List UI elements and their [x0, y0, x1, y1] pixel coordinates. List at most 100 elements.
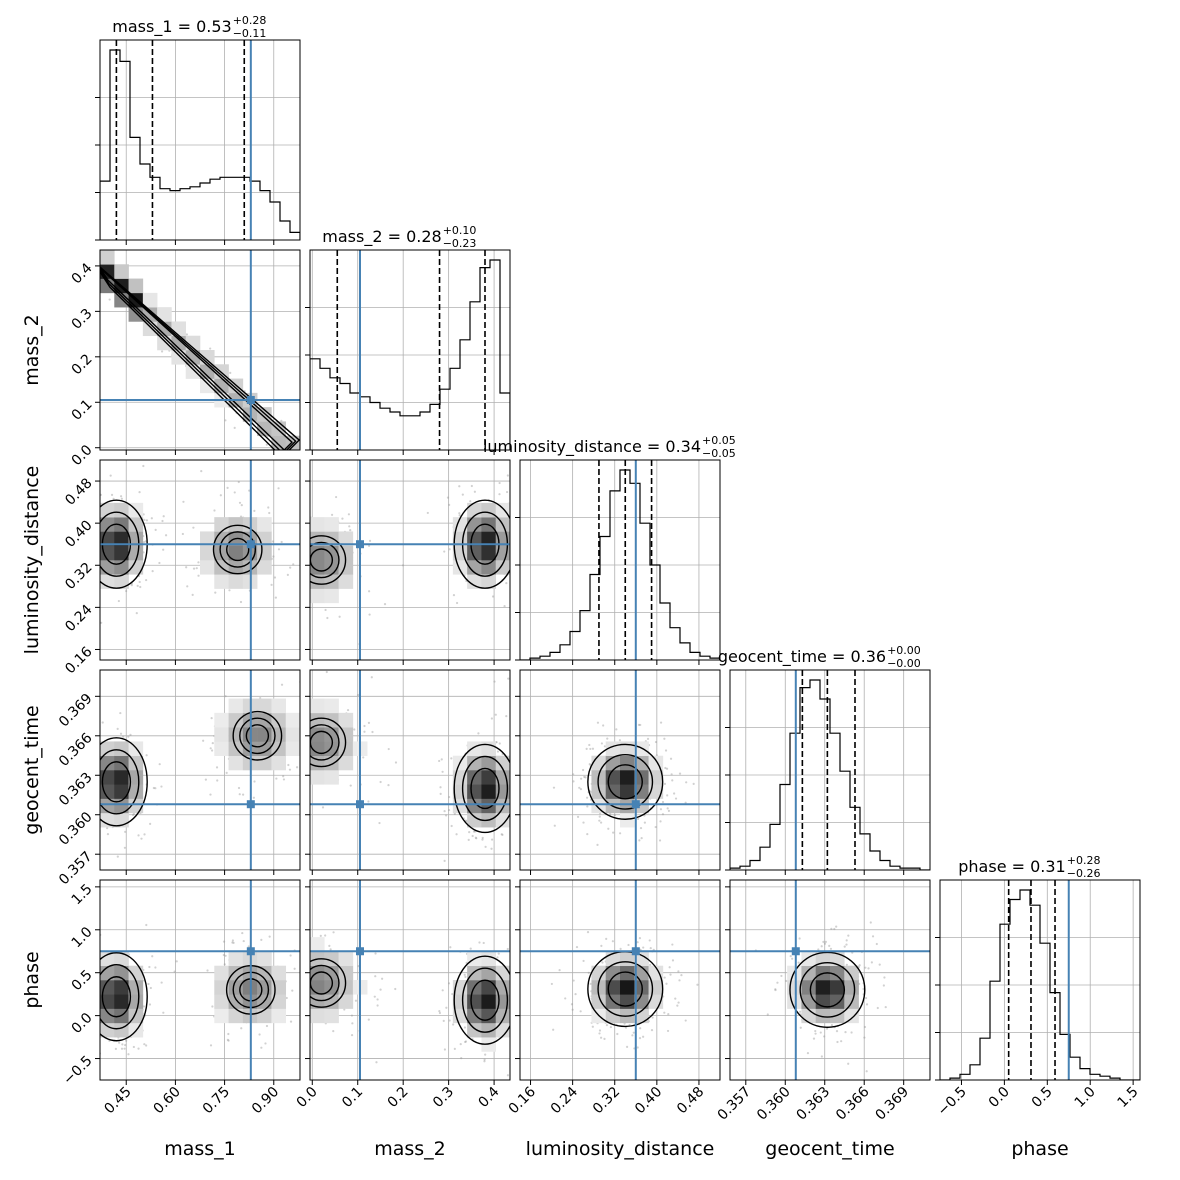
pair-panel-luminosity_distance-vs-mass_1: 0.16 0.24 0.32 0.40 0.48 [62, 459, 301, 677]
sample-point [119, 711, 122, 715]
x-axis-label-geocent_time: geocent_time [765, 1138, 894, 1160]
sample-point [582, 959, 585, 963]
sample-point [513, 1021, 515, 1023]
histogram-geocent_time [730, 679, 930, 870]
y-axis-label-luminosity_distance: luminosity_distance [21, 466, 43, 655]
panel-content [90, 670, 300, 870]
density-cell [310, 712, 325, 728]
sample-point [505, 715, 508, 718]
sample-point [514, 565, 516, 567]
histogram-mass_2 [310, 259, 510, 450]
sample-point [511, 787, 513, 789]
sample-point [211, 1005, 214, 1008]
panel-frame [99, 669, 301, 871]
sample-point [227, 1039, 230, 1042]
density-cell [214, 994, 229, 1009]
sample-point [238, 793, 241, 796]
density-cell [228, 994, 244, 1009]
x-tick-label: 0.2 [385, 1084, 412, 1111]
sample-point [588, 762, 591, 766]
sample-point [545, 572, 547, 574]
sample-point [512, 481, 514, 483]
density-cell [801, 951, 817, 967]
density-cell [200, 560, 215, 575]
density-cell [114, 980, 129, 995]
sample-point [871, 935, 875, 938]
density-cell [467, 812, 482, 828]
sample-point [665, 767, 669, 770]
contour-line [809, 972, 846, 1008]
hist-panel-mass_2 [305, 249, 511, 455]
density-cell [467, 517, 482, 532]
density-cell [214, 545, 229, 561]
density-cell [324, 994, 339, 1009]
sample-point [96, 551, 98, 553]
sample-point [93, 744, 95, 746]
sample-point [498, 493, 501, 496]
sample-point [661, 813, 665, 816]
sample-point [302, 951, 304, 953]
sample-point [615, 728, 618, 731]
sample-point [200, 469, 203, 473]
sample-point [91, 501, 93, 503]
sample-point [571, 1008, 574, 1011]
sample-point [90, 750, 92, 752]
density-cell [271, 1008, 287, 1024]
sample-point [96, 835, 98, 837]
sample-point [138, 580, 141, 584]
density-cell [452, 994, 468, 1009]
x-tick-label: 0.363 [794, 1084, 834, 1124]
density-cell [257, 755, 272, 771]
sample-point [362, 756, 365, 759]
sample-point [93, 929, 95, 931]
sample-point [181, 532, 184, 536]
sample-point [240, 1027, 243, 1030]
density-cell [100, 560, 115, 575]
sample-point [97, 959, 99, 961]
sample-point [292, 1013, 294, 1015]
sample-point [144, 540, 147, 543]
sample-point [817, 948, 820, 951]
density-cell [257, 741, 272, 757]
density-cell [200, 545, 215, 561]
density-cell [310, 517, 325, 532]
sample-point [143, 833, 146, 836]
sample-point [452, 1023, 455, 1026]
title-upper-error: +0.28 [233, 14, 267, 27]
panel-frame [729, 669, 931, 871]
density-cell [100, 545, 115, 561]
sample-point [224, 419, 227, 422]
sample-point [575, 945, 579, 949]
sample-point [124, 830, 127, 833]
sample-point [367, 1018, 370, 1021]
sample-point [513, 522, 515, 524]
x-tick-label: 0.75 [200, 1084, 233, 1117]
density-cell [467, 1022, 482, 1038]
sample-point [334, 495, 338, 499]
hist-panel-phase: −0.5 0.0 0.5 1.0 1.5 [935, 879, 1142, 1119]
sample-point [495, 877, 497, 879]
density-cell [114, 545, 129, 561]
sample-point [830, 1024, 834, 1027]
density-cell [100, 812, 115, 828]
sample-point [367, 721, 371, 724]
sample-point [265, 443, 268, 446]
sample-point [367, 544, 371, 548]
sample-point [285, 996, 288, 1000]
contour-line [245, 724, 270, 748]
sample-point [304, 997, 306, 999]
sample-point [444, 814, 448, 817]
contour-line [100, 266, 300, 450]
panel-content [292, 880, 515, 1080]
sample-point [271, 593, 273, 595]
contour-line [453, 743, 510, 834]
sample-point [576, 815, 580, 818]
density-cell [452, 560, 468, 575]
sample-point [522, 749, 524, 751]
sample-point [875, 942, 878, 946]
sample-point [819, 1031, 822, 1034]
sample-point [586, 931, 590, 934]
hist-panel-luminosity_distance [515, 459, 721, 665]
sample-point [354, 999, 358, 1002]
density-cell [310, 588, 325, 604]
